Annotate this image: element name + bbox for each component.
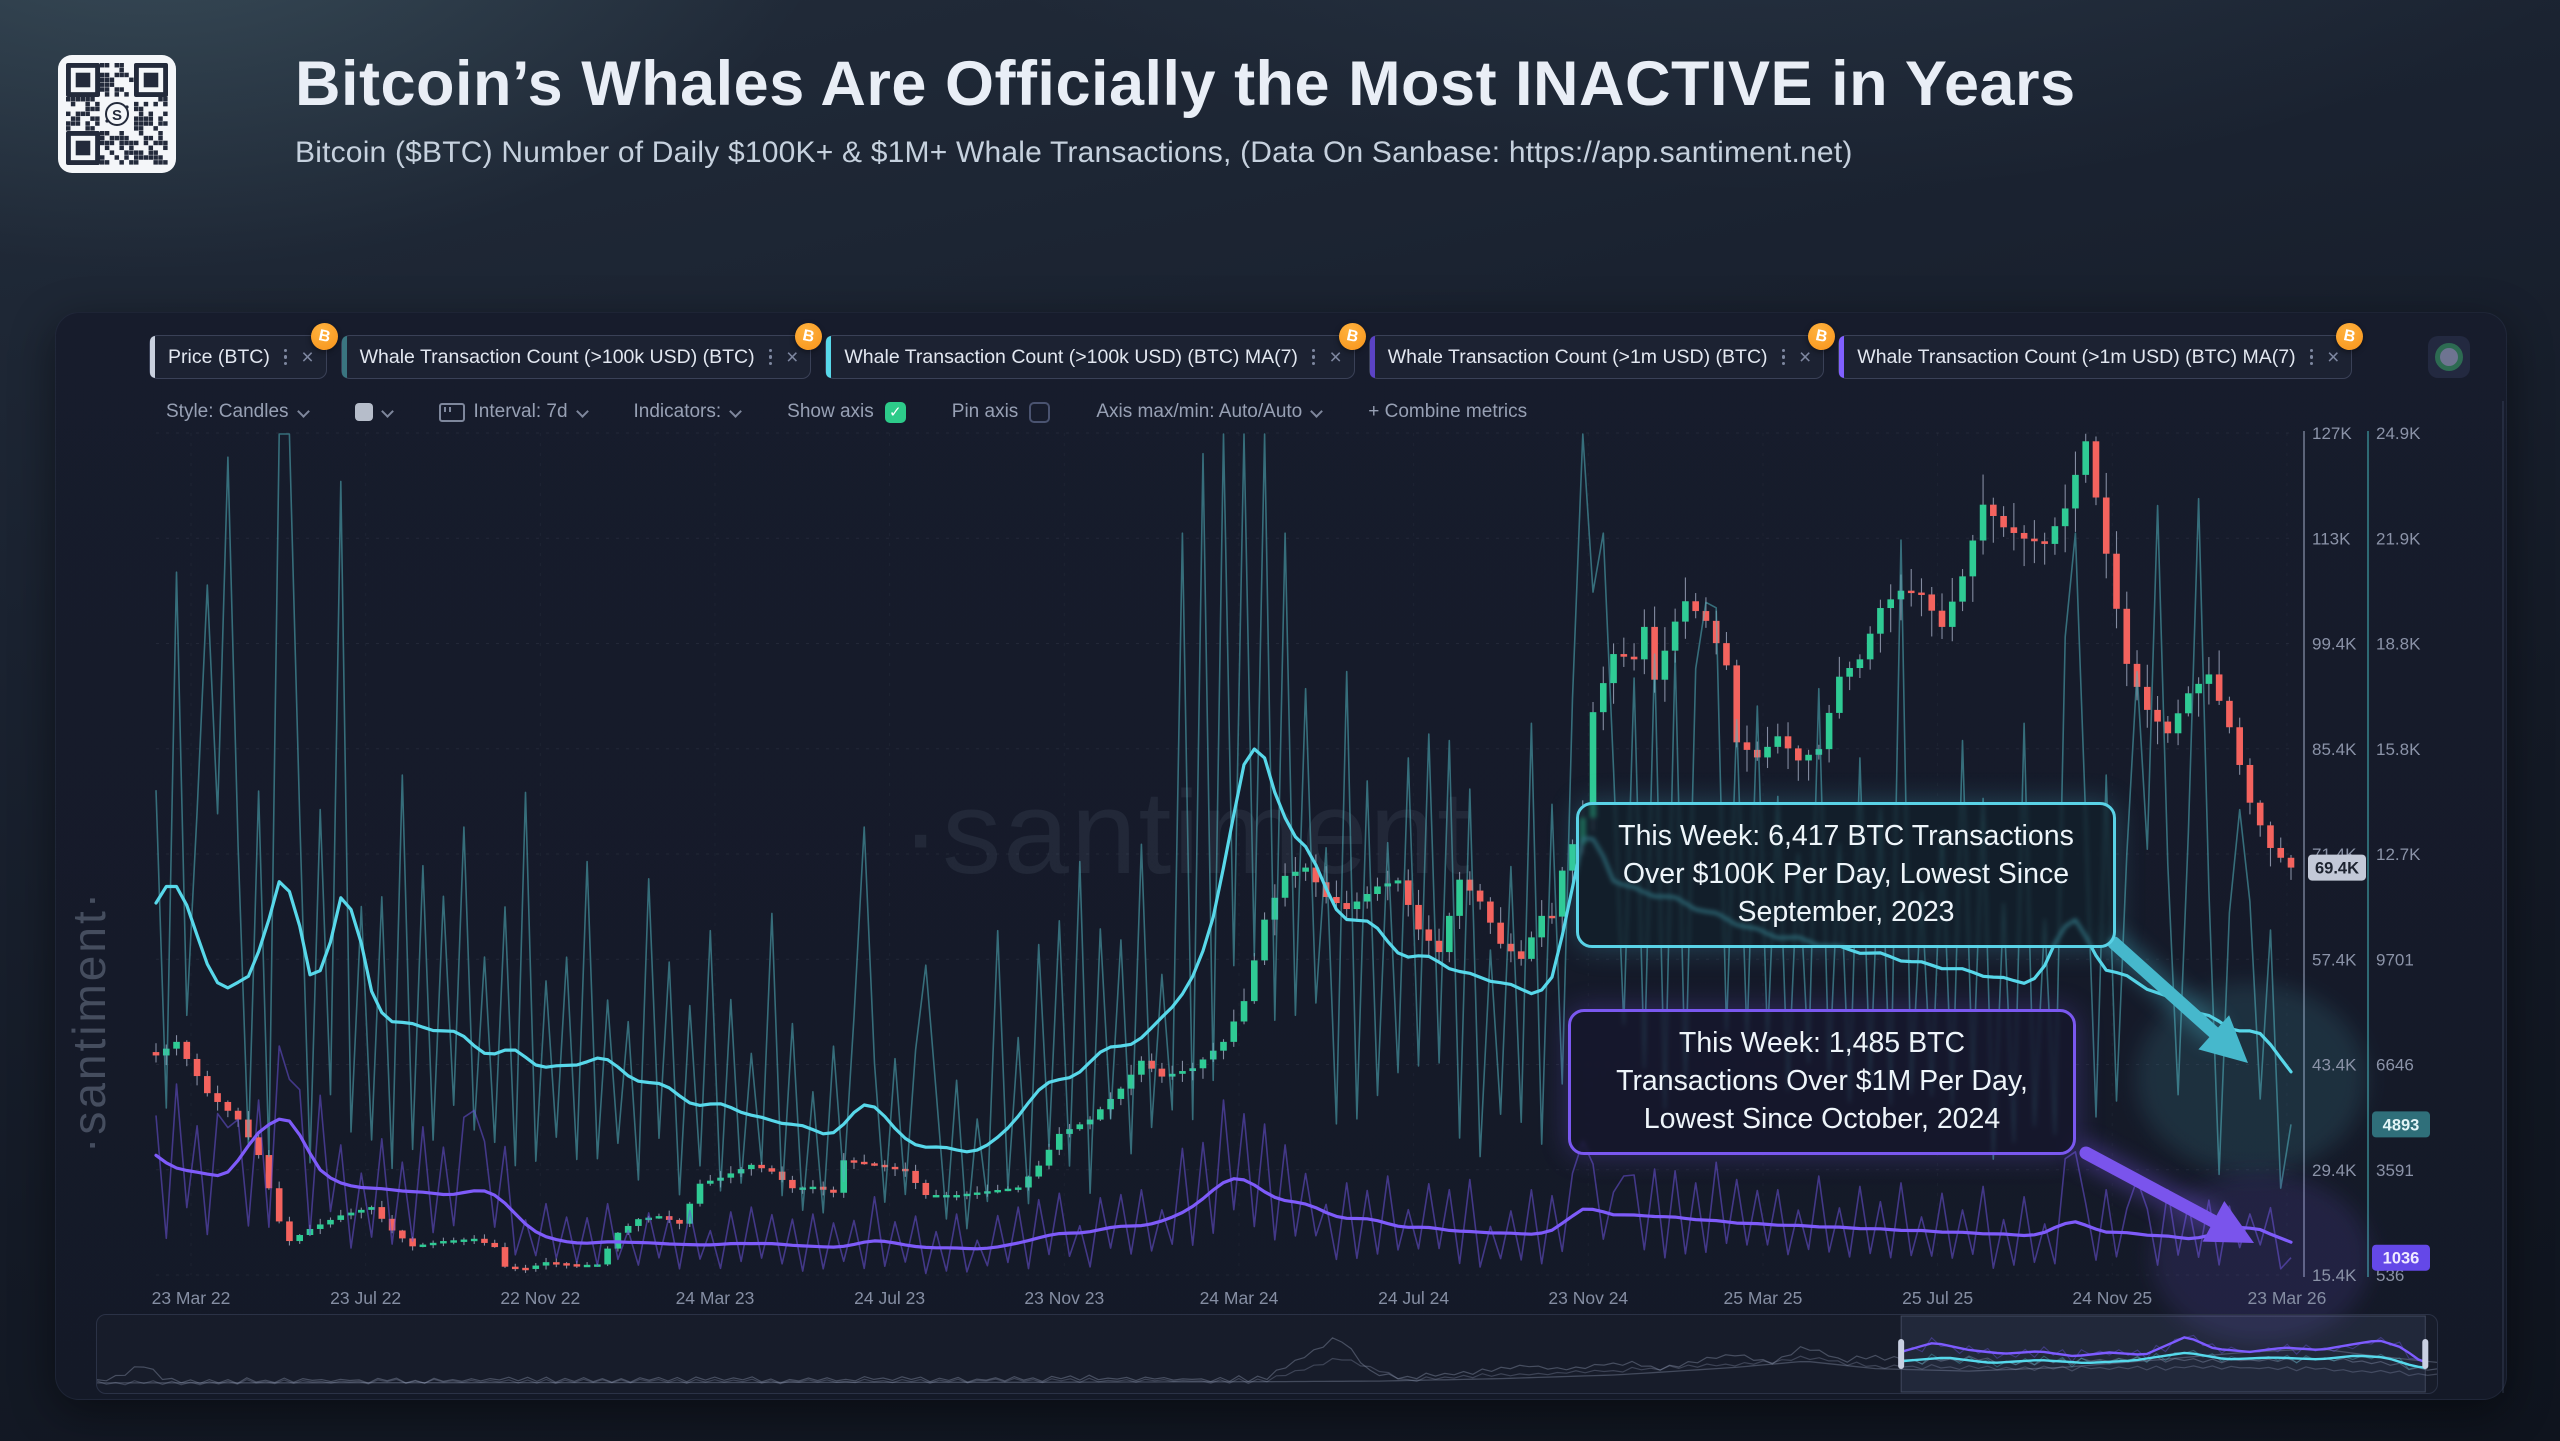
close-icon[interactable]: × (1329, 345, 1342, 369)
chart-plot-area[interactable]: ·santiment· ·santiment 127K 113K 99.4K 85.4… (56, 313, 2506, 1399)
combine-metrics-button[interactable]: + Combine metrics (1368, 401, 1528, 422)
indicators-selector[interactable]: Indicators: (634, 401, 742, 423)
svg-text:25 Jul 25: 25 Jul 25 (1902, 1288, 1973, 1308)
svg-text:29.4K: 29.4K (2312, 1161, 2357, 1180)
metric-color-bar (341, 336, 347, 378)
main-chart-svg[interactable]: 127K113K99.4K85.4K71.4K57.4K43.4K29.4K15… (56, 313, 2506, 1399)
pin-axis-toggle[interactable]: Pin axis (952, 401, 1051, 423)
close-icon[interactable]: × (2327, 345, 2340, 369)
chart-panel: Price (BTC) × B Whale Transaction Count … (55, 312, 2507, 1400)
svg-text:25 Mar 25: 25 Mar 25 (1724, 1288, 1803, 1308)
svg-text:536: 536 (2376, 1266, 2404, 1285)
metric-tab-whale-100k-ma7[interactable]: Whale Transaction Count (>100k USD) (BTC… (825, 320, 1369, 379)
metric-tab-whale-1m-ma7[interactable]: Whale Transaction Count (>1m USD) (BTC) … (1838, 320, 2366, 379)
svg-text:15.4K: 15.4K (2312, 1266, 2357, 1285)
svg-text:22 Nov 22: 22 Nov 22 (500, 1288, 580, 1308)
chart-toolbar: Style: Candles Interval: 7d Indicators: … (166, 401, 1527, 423)
svg-text:3591: 3591 (2376, 1161, 2414, 1180)
svg-text:12.7K: 12.7K (2376, 845, 2421, 864)
color-swatch-icon (354, 403, 373, 421)
timeline-scrubber-svg[interactable] (97, 1315, 2437, 1393)
watermark-center: ·santiment (901, 767, 1472, 899)
metric-color-bar (150, 336, 155, 378)
metric-tab-label: Whale Transaction Count (>100k USD) (BTC… (844, 345, 1298, 368)
more-options-icon[interactable] (768, 348, 773, 366)
svg-text:15.8K: 15.8K (2376, 740, 2421, 759)
svg-text:23 Jul 22: 23 Jul 22 (330, 1288, 401, 1308)
checkbox-unchecked-icon[interactable] (1029, 401, 1051, 423)
svg-text:43.4K: 43.4K (2312, 1056, 2357, 1075)
svg-text:69.4K: 69.4K (2315, 860, 2359, 878)
metric-tab-price[interactable]: Price (BTC) × B (149, 320, 341, 379)
svg-text:18.8K: 18.8K (2376, 635, 2421, 654)
svg-text:113K: 113K (2312, 529, 2351, 548)
metric-tabs-row: Price (BTC) × B Whale Transaction Count … (149, 320, 2470, 379)
metric-tab-label: Whale Transaction Count (>1m USD) (BTC) (1387, 345, 1768, 368)
svg-text:6646: 6646 (2376, 1056, 2414, 1075)
page-subtitle: Bitcoin ($BTC) Number of Daily $100K+ & … (295, 136, 1853, 169)
annotation-1m: This Week: 1,485 BTC Transactions Over $… (1568, 1009, 2076, 1155)
svg-text:9701: 9701 (2376, 950, 2414, 969)
more-options-icon[interactable] (1781, 348, 1786, 366)
svg-text:24 Jul 23: 24 Jul 23 (854, 1288, 925, 1308)
page-title: Bitcoin’s Whales Are Officially the Most… (295, 49, 2076, 119)
metric-tab-label: Whale Transaction Count (>100k USD) (BTC… (359, 345, 755, 368)
style-selector[interactable]: Style: Candles (166, 401, 309, 423)
metric-color-bar (1839, 336, 1845, 378)
svg-text:21.9K: 21.9K (2376, 529, 2421, 548)
interval-icon (438, 402, 465, 422)
svg-text:23 Nov 23: 23 Nov 23 (1024, 1288, 1104, 1308)
checkbox-checked-icon[interactable]: ✓ (884, 401, 906, 423)
annotation-100k: This Week: 6,417 BTC Transactions Over $… (1576, 802, 2116, 948)
svg-text:23 Mar 26: 23 Mar 26 (2248, 1288, 2327, 1308)
metric-tab-whale-1m[interactable]: Whale Transaction Count (>1m USD) (BTC) … (1368, 320, 1838, 379)
metric-color-bar (1369, 336, 1375, 378)
timeline-scrubber[interactable] (96, 1314, 2438, 1394)
metric-color-bar (826, 336, 832, 378)
svg-text:24 Jul 24: 24 Jul 24 (1378, 1288, 1449, 1308)
more-options-icon[interactable] (1311, 348, 1316, 366)
axis-maxmin-selector[interactable]: Axis max/min: Auto/Auto (1096, 401, 1322, 423)
metric-tab-label: Whale Transaction Count (>1m USD) (BTC) … (1857, 345, 2296, 368)
header: Bitcoin’s Whales Are Officially the Most… (295, 48, 2545, 170)
close-icon[interactable]: × (301, 345, 314, 369)
svg-text:S: S (112, 107, 122, 124)
svg-text:4893: 4893 (2383, 1116, 2420, 1134)
svg-text:1036: 1036 (2383, 1250, 2420, 1268)
svg-text:57.4K: 57.4K (2312, 950, 2357, 969)
metric-tab-whale-100k[interactable]: Whale Transaction Count (>100k USD) (BTC… (340, 320, 825, 379)
show-axis-toggle[interactable]: Show axis ✓ (787, 401, 906, 423)
status-dot-icon (2435, 343, 2463, 371)
svg-text:24 Nov 25: 24 Nov 25 (2072, 1288, 2152, 1308)
color-swatch-selector[interactable] (354, 403, 393, 421)
interval-selector[interactable]: Interval: 7d (438, 401, 588, 423)
status-indicator-button[interactable] (2428, 336, 2470, 378)
close-icon[interactable]: × (786, 345, 799, 369)
svg-text:85.4K: 85.4K (2312, 740, 2357, 759)
qr-code-icon: S (58, 55, 176, 173)
close-icon[interactable]: × (1799, 345, 1812, 369)
more-options-icon[interactable] (2309, 348, 2314, 366)
svg-text:99.4K: 99.4K (2312, 635, 2357, 654)
svg-text:24 Mar 23: 24 Mar 23 (676, 1288, 755, 1308)
more-options-icon[interactable] (283, 348, 288, 366)
metric-tab-label: Price (BTC) (168, 345, 270, 368)
svg-text:24 Mar 24: 24 Mar 24 (1200, 1288, 1279, 1308)
svg-text:24.9K: 24.9K (2376, 424, 2421, 443)
svg-text:127K: 127K (2312, 424, 2352, 443)
svg-text:23 Nov 24: 23 Nov 24 (1548, 1288, 1628, 1308)
svg-text:23 Mar 22: 23 Mar 22 (152, 1288, 231, 1308)
